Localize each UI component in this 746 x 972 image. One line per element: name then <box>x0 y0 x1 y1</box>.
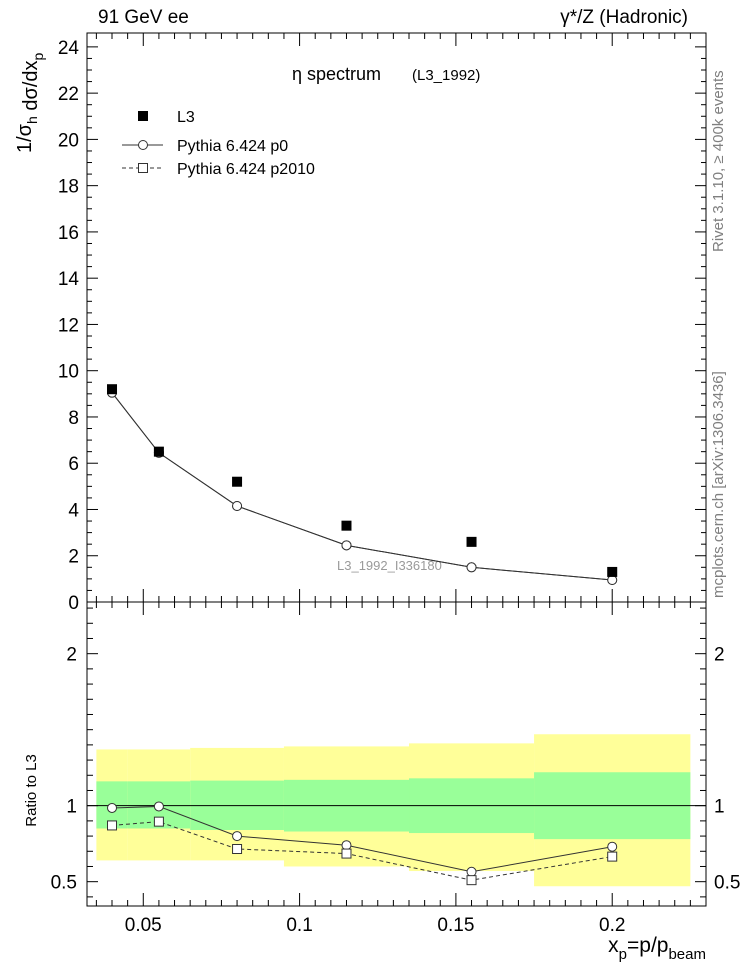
l3-series-point <box>107 384 118 395</box>
y-tick-label: 20 <box>58 130 79 151</box>
y-tick-label: 14 <box>58 269 80 290</box>
p0-series-point <box>232 501 243 512</box>
p0-series-point <box>341 540 352 551</box>
x-tick-label: 0.1 <box>286 915 312 936</box>
ratio-y-tick-label: 0.5 <box>51 873 77 894</box>
y-tick-label: 10 <box>58 362 79 383</box>
p0-series-line <box>111 392 613 581</box>
ratio-y-tick-label-right: 1 <box>714 797 725 818</box>
legend-label: L3 <box>177 109 195 126</box>
ratio-p2010-series-point <box>466 875 477 886</box>
ratio-y-tick-label: 1 <box>66 797 77 818</box>
ratio-p0-series-point <box>232 831 243 842</box>
legend-marker <box>138 140 148 150</box>
x-tick-label: 0.2 <box>599 915 625 936</box>
ratio-p2010-series-line <box>111 821 613 881</box>
energy-label: 91 GeV ee <box>98 7 189 28</box>
y-tick-label: 0 <box>68 593 79 614</box>
ratio-p2010-series-point <box>607 851 618 862</box>
ratio-y-axis-title: Ratio to L3 <box>23 754 40 827</box>
x-tick-label: 0.15 <box>437 915 474 936</box>
p2010-series-line <box>111 392 613 581</box>
ratio-y-tick-label: 2 <box>66 645 77 666</box>
y-tick-label: 2 <box>68 547 79 568</box>
ratio-y-tick-label-right: 0.5 <box>714 873 740 894</box>
ratio-frame <box>86 601 707 907</box>
l3-series-point <box>153 446 164 457</box>
plot-title-tag: (L3_1992) <box>412 67 480 84</box>
legend-marker <box>138 163 148 173</box>
y-tick-label: 8 <box>68 408 79 429</box>
ratio-p2010-series-point <box>107 820 118 831</box>
ratio-p0-series-point <box>107 802 118 813</box>
ratio-y-tick-label-right: 2 <box>714 645 725 666</box>
ratio-panel: 0.05 0.1 0.15 0.2 0.5 0.5 1 1 2 2 Ratio to L3 xp=p/… <box>23 601 740 963</box>
ratio-p2010-series-point <box>232 844 243 854</box>
ratio-p0-series-point <box>341 840 352 851</box>
analysis-watermark: L3_1992_I336180 <box>337 558 442 573</box>
x-tick-label: 0.05 <box>125 915 162 936</box>
y-tick-label: 22 <box>58 84 79 105</box>
y-tick-label: 12 <box>58 315 79 336</box>
p0-series-point <box>466 562 477 573</box>
ratio-p2010-series-point <box>341 848 352 859</box>
ratio-p0-series-point <box>466 866 477 877</box>
process-label: γ*/Z (Hadronic) <box>560 7 688 28</box>
ratio-p0-series-point <box>607 841 618 852</box>
plot-title: η spectrum <box>292 64 381 84</box>
y-tick-label: 24 <box>58 38 80 59</box>
ratio-p2010-series-point <box>153 816 164 827</box>
y-axis-title: 1/σh dσ/dxp <box>14 52 46 153</box>
legend-marker <box>138 111 148 121</box>
ratio-p0-series-point <box>153 801 164 812</box>
x-axis-title: xp=p/pbeam <box>608 934 706 963</box>
l3-series-point <box>232 476 243 487</box>
ratio-p0-series-line <box>111 805 613 873</box>
y-tick-label: 4 <box>68 500 79 521</box>
y-tick-label: 18 <box>58 177 79 198</box>
y-tick-label: 16 <box>58 223 79 244</box>
l3-series-point <box>607 566 618 577</box>
legend-label: Pythia 6.424 p2010 <box>177 161 315 178</box>
legend-label: Pythia 6.424 p0 <box>177 138 288 155</box>
l3-series-point <box>341 520 352 531</box>
l3-series-point <box>466 536 477 547</box>
y-tick-label: 6 <box>68 454 79 475</box>
